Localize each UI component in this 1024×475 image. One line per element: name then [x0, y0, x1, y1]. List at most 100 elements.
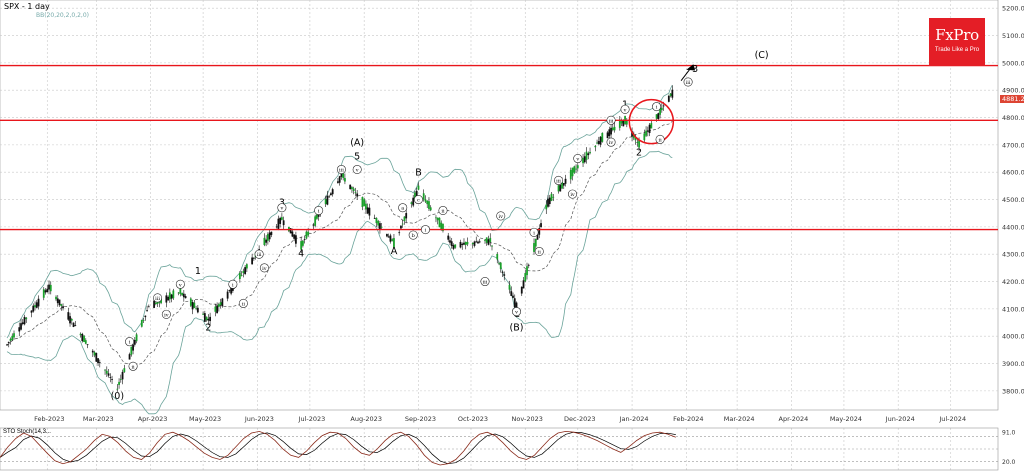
y-tick-label: 4900.0 [1002, 87, 1024, 95]
candle-body [338, 176, 341, 183]
candle-body [172, 290, 175, 299]
chart-symbol-title: SPX - 1 day [4, 2, 50, 11]
candle-body [314, 216, 317, 226]
candle-body [191, 301, 194, 310]
candle-body [550, 193, 553, 201]
candle-body [293, 234, 296, 239]
candle-body [344, 178, 346, 182]
candle-body [79, 333, 82, 336]
candle-body [501, 271, 504, 273]
sub-wave-label: i [129, 340, 131, 346]
candle-body [587, 153, 590, 156]
candle-body [95, 353, 98, 362]
candle-body [669, 93, 672, 96]
candle-body [179, 288, 182, 294]
candle-body [167, 296, 169, 301]
candle-body [564, 178, 567, 184]
candle-body [240, 274, 243, 276]
price-pane-frame [0, 0, 999, 411]
sub-wave-label: iii [155, 296, 160, 302]
candle-body [401, 223, 404, 225]
candle-body [491, 245, 493, 247]
candle-body [11, 335, 14, 340]
candle-body [207, 318, 210, 321]
candle-body [375, 217, 378, 224]
candle-body [228, 290, 231, 292]
y-tick-label: 3900.0 [1002, 360, 1024, 368]
wave-label: 1 [622, 99, 628, 110]
candle-body [21, 322, 24, 324]
candle-body [533, 243, 535, 252]
wave-label: (A) [350, 138, 364, 149]
candle-body [195, 308, 197, 310]
candle-body [349, 184, 352, 190]
candle-body [230, 287, 233, 294]
wave-label: 4 [298, 249, 304, 260]
candle-body [60, 304, 63, 306]
candle-body [337, 181, 339, 183]
sub-wave-label: ii [538, 249, 542, 255]
y-tick-label: 4300.0 [1002, 251, 1024, 259]
candle-body [111, 379, 113, 380]
candle-body [589, 151, 591, 154]
candle-body [142, 319, 145, 321]
sub-wave-circle [228, 279, 238, 289]
candle-body [196, 307, 199, 313]
candle-body [608, 129, 611, 136]
candle-body [282, 220, 285, 226]
bollinger-indicator-label: BB(20,20,2,0,2,0) [36, 12, 89, 19]
candle-body [217, 304, 220, 307]
sub-wave-circle [336, 164, 346, 174]
x-tick-label: Jun-2024 [885, 415, 915, 423]
x-tick-label: Mar-2024 [724, 415, 755, 423]
candle-body [489, 237, 492, 243]
sub-wave-circle [480, 277, 490, 287]
x-tick-label: Dec-2023 [564, 415, 595, 423]
candle-body [331, 189, 334, 195]
candle-body [20, 323, 22, 330]
candle-body [144, 315, 147, 318]
candle-body [377, 220, 380, 226]
candle-body [650, 123, 653, 129]
sub-wave-circle [512, 307, 522, 317]
candle-body [429, 207, 432, 211]
candle-body [44, 290, 47, 293]
candle-body [417, 185, 420, 190]
candle-body [46, 288, 49, 292]
candle-body [667, 95, 670, 102]
candle-body [562, 183, 565, 186]
candle-body [328, 196, 331, 198]
sub-wave-label: ii [441, 208, 445, 214]
candle-body [622, 120, 625, 127]
candle-body [386, 234, 388, 237]
sto-tick-label: 20.0 [1002, 459, 1016, 466]
sub-wave-circle [413, 195, 423, 205]
candle-body [270, 231, 273, 235]
candle-body [426, 200, 429, 205]
sub-wave-label: v [623, 107, 627, 113]
candle-body [42, 289, 45, 298]
sto-d-line [0, 431, 676, 465]
candle-body [81, 333, 84, 342]
candle-body [575, 168, 577, 170]
candle-body [128, 354, 131, 360]
candle-body [657, 113, 660, 120]
candle-body [9, 338, 12, 341]
candle-body [415, 190, 418, 197]
candle-body [30, 310, 33, 313]
candle-body [221, 298, 224, 307]
sub-wave-circle [529, 227, 539, 237]
candle-body [49, 284, 52, 292]
candle-body [520, 286, 523, 294]
candle-body [165, 295, 168, 303]
wave-label: 3 [279, 198, 285, 209]
candle-body [611, 127, 614, 131]
candle-body [613, 126, 616, 131]
sub-wave-label: iii [339, 167, 344, 173]
candle-body [147, 306, 150, 308]
candle-body [510, 291, 513, 296]
candle-body [205, 316, 208, 321]
stochastic-indicator-label: STO Stoch(14,3... [3, 429, 51, 435]
candle-body [405, 213, 408, 219]
candle-body [625, 120, 628, 125]
